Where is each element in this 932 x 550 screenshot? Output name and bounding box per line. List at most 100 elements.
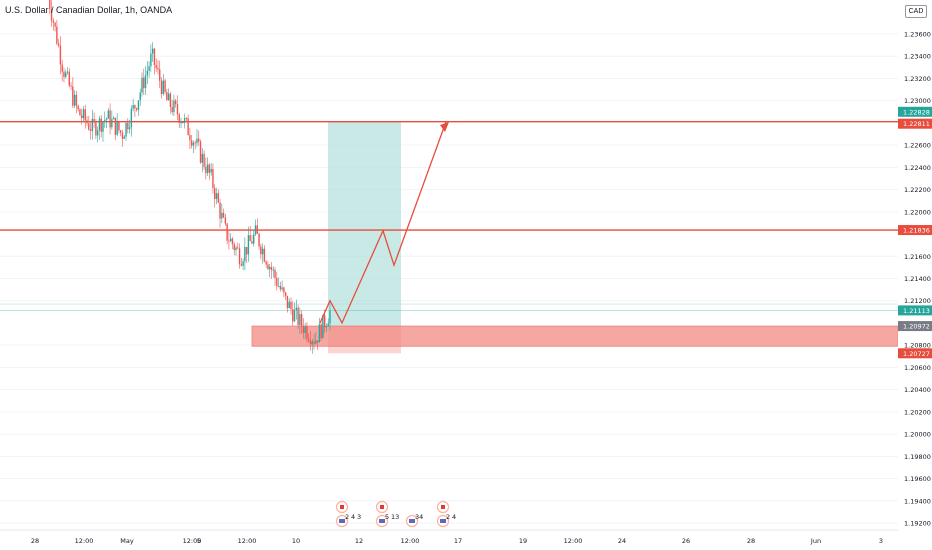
candle-body [274, 269, 276, 278]
candle-body [258, 233, 260, 247]
candle-body [146, 70, 149, 76]
candle-body [320, 324, 322, 339]
time-tick-label: 12 [355, 537, 363, 545]
time-tick-label: 3 [879, 537, 883, 545]
candle-body [89, 129, 92, 131]
candle-body [260, 246, 262, 255]
candle-body [268, 267, 271, 270]
candle-body [104, 120, 106, 122]
price-badge-label: 1.20727 [903, 350, 930, 358]
candle-body [308, 338, 310, 341]
candle-body [229, 238, 232, 242]
candle-body [91, 118, 94, 131]
candle-body [134, 105, 136, 109]
candle-body [290, 301, 292, 310]
price-badge [898, 106, 932, 117]
candle-body [214, 188, 216, 199]
price-tick-label: 1.20400 [904, 386, 931, 394]
projection-path[interactable] [319, 121, 447, 325]
event-count-label: 4 [351, 513, 355, 521]
candle-body [199, 141, 202, 163]
candle-body [281, 287, 283, 290]
price-badge-label: 1.20972 [903, 323, 930, 331]
candle-body [283, 287, 285, 293]
price-badge [898, 225, 932, 236]
candle-body [245, 246, 248, 255]
candle-body [327, 323, 329, 327]
candle-body [277, 286, 280, 287]
candle-body [288, 301, 290, 308]
candle-body [52, 20, 55, 23]
candle-body [208, 164, 211, 173]
candle-body [167, 93, 170, 101]
price-tick-label: 1.22200 [904, 186, 931, 194]
candle-body [86, 120, 88, 124]
candle-body [61, 64, 63, 72]
candle-body [112, 117, 115, 120]
candle-body [215, 193, 218, 199]
price-tick-label: 1.20000 [904, 431, 931, 439]
target-zone[interactable] [328, 121, 401, 327]
candle-body [306, 326, 308, 339]
candle-body [247, 235, 250, 255]
candle-body [192, 142, 195, 146]
price-tick-label: 1.20800 [904, 342, 931, 350]
candle-body [82, 109, 85, 119]
candle-body [265, 261, 267, 265]
time-tick-label: 12:00 [564, 537, 583, 545]
demand-zone[interactable] [251, 325, 899, 347]
candle-body [249, 235, 251, 242]
price-tick-label: 1.19800 [904, 453, 931, 461]
us-flag-stripe-icon [379, 519, 385, 523]
candle-body [123, 136, 125, 139]
candle-body [173, 100, 175, 113]
candle-body [105, 118, 108, 121]
maple-leaf-icon [441, 505, 445, 509]
candle-body [235, 247, 237, 251]
currency-selector-button[interactable]: CAD [905, 5, 927, 18]
candle-body [242, 261, 244, 266]
candle-body [194, 142, 196, 144]
candle-body [217, 193, 219, 203]
candle-body [203, 153, 205, 167]
candle-body [59, 45, 62, 65]
candle-body [313, 341, 315, 344]
candle-body [137, 100, 140, 110]
candle-body [233, 244, 235, 251]
candle-body [139, 92, 141, 101]
candle-body [100, 118, 102, 132]
time-tick-label: 28 [31, 537, 39, 545]
candle-body [132, 105, 134, 109]
candle-body [54, 22, 56, 27]
candle-body [84, 109, 86, 121]
price-tick-label: 1.19200 [904, 520, 931, 528]
candle-body [318, 324, 321, 343]
candle-body [267, 264, 269, 270]
candle-body [73, 94, 76, 106]
time-tick-label: 26 [682, 537, 690, 545]
price-tick-label: 1.19600 [904, 475, 931, 483]
candle-body [171, 106, 173, 113]
candle-body [300, 314, 303, 327]
candle-body [185, 118, 188, 119]
candle-body [127, 122, 129, 130]
candle-body [196, 138, 198, 144]
candle-body [96, 130, 99, 136]
price-badge [898, 118, 932, 129]
candle-body [309, 340, 312, 345]
candle-body [187, 118, 189, 136]
candle-body [72, 86, 74, 106]
candle-body [111, 119, 113, 128]
candle-body [311, 341, 313, 345]
candle-body [157, 67, 159, 70]
candle-body [322, 315, 324, 339]
candle-body [238, 248, 241, 265]
candle-body [88, 123, 90, 130]
candle-body [125, 122, 127, 137]
candle-body [219, 202, 221, 219]
price-axis[interactable] [898, 0, 932, 550]
candle-body [302, 326, 305, 334]
arrow-head-icon [440, 122, 449, 132]
